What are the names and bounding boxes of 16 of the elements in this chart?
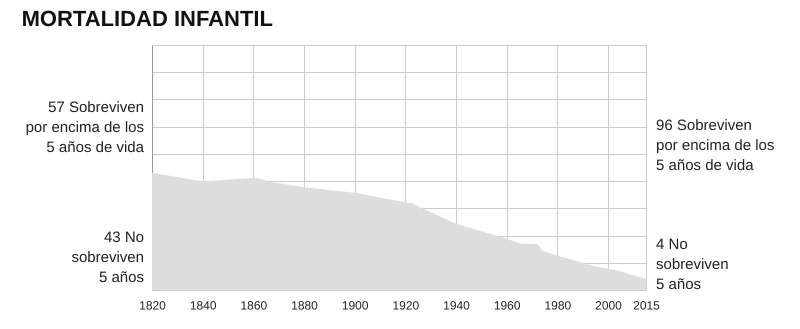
x-tick-label: 1900 [342, 298, 369, 312]
x-tick-label: 1980 [544, 298, 572, 312]
x-tick-label: 1960 [494, 298, 521, 312]
x-tick-label: 1860 [240, 298, 268, 312]
x-tick-label: 1820 [139, 298, 166, 312]
x-tick-label: 2015 [633, 298, 660, 312]
text: 96 Sobreviven por encima de los 5 años de vida [656, 117, 774, 174]
x-tick-label: 1940 [443, 298, 470, 312]
text: 4 No sobreviven 5 años [656, 236, 729, 293]
text: 43 No sobreviven 5 años [71, 229, 144, 286]
chart-title: MORTALIDAD INFANTIL [22, 6, 273, 31]
x-tick-label: 1840 [190, 298, 217, 312]
x-tick-label: 1880 [291, 298, 318, 312]
x-tick-label: 2000 [595, 298, 622, 312]
text: 57 Sobreviven por encima de los 5 años de vida [26, 99, 145, 156]
x-tick-label: 1920 [392, 298, 420, 312]
